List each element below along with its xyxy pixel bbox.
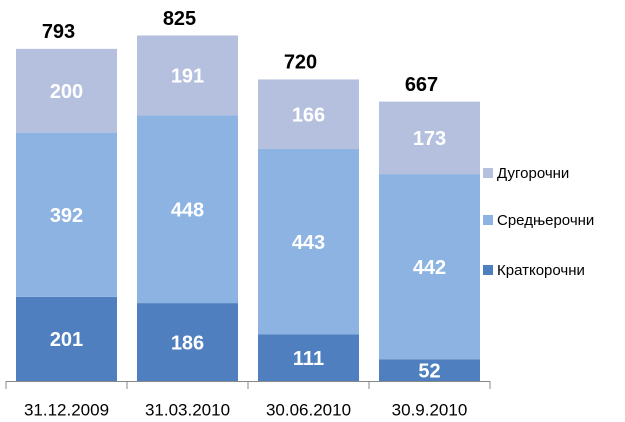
x-tick-label: 31.12.2009 — [24, 400, 109, 419]
bar-segment — [137, 35, 238, 116]
value-label: 186 — [171, 332, 204, 354]
bar-segment — [16, 132, 117, 297]
bar-segment — [137, 115, 238, 304]
value-label: 52 — [418, 360, 440, 382]
value-label: 443 — [292, 232, 325, 254]
bar-segment — [258, 334, 359, 381]
bar-segment — [379, 174, 480, 360]
total-label: 793 — [42, 21, 75, 43]
legend-swatch — [483, 215, 493, 225]
legend-swatch — [483, 265, 493, 275]
bar-segment — [16, 296, 117, 381]
bar-segment — [137, 303, 238, 381]
bar-segment — [258, 79, 359, 149]
x-tick-label: 30.9.2010 — [392, 400, 468, 419]
legend-label: Дугорочни — [497, 165, 569, 182]
total-label: 720 — [284, 52, 317, 74]
legend-label: Краткорочни — [497, 262, 585, 279]
value-label: 201 — [50, 329, 83, 351]
legend-swatch — [483, 168, 493, 178]
value-label: 166 — [292, 104, 325, 126]
legend-label: Средњерочни — [497, 212, 594, 229]
x-tick-label: 31.03.2010 — [145, 400, 230, 419]
value-label: 200 — [50, 81, 83, 103]
value-label: 442 — [413, 257, 446, 279]
bar-segment — [258, 148, 359, 335]
bar-segment — [16, 48, 117, 133]
value-label: 111 — [293, 348, 324, 370]
value-label: 448 — [171, 200, 204, 222]
total-label: 667 — [405, 74, 438, 96]
total-label: 825 — [163, 8, 196, 30]
bar-segment — [379, 101, 480, 175]
value-label: 191 — [171, 66, 204, 88]
value-label: 173 — [413, 128, 446, 150]
x-tick-label: 30.06.2010 — [266, 400, 351, 419]
bar-segment — [379, 359, 480, 381]
value-label: 392 — [50, 205, 83, 227]
